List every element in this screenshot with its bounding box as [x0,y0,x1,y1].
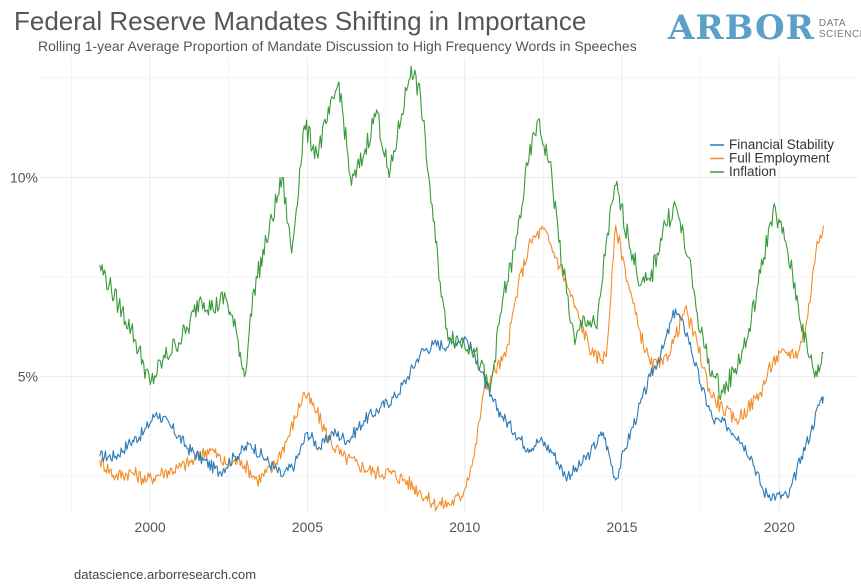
series-line-full-employment [99,224,824,512]
x-tick-label: 2020 [764,519,795,535]
grid-lines [40,58,858,512]
x-tick-label: 2010 [449,519,480,535]
axis-tick-labels: 2000 2005 2010 2015 2020 5% 10% [10,169,795,535]
logo-line-2: SCIENCE [818,29,861,40]
logo-wordmark: ARBOR [668,8,815,48]
legend-label: Inflation [729,164,776,179]
series-lines [99,65,824,512]
x-tick-label: 2000 [135,519,166,535]
y-tick-label: 5% [18,369,38,385]
source-footer: datascience.arborresearch.com [74,567,257,582]
logo-subtext: DATASCIENCE [819,18,861,40]
series-line-inflation [99,65,824,401]
logo-line-1: DATA [818,18,847,29]
y-tick-label: 10% [10,169,38,185]
chart-subtitle: Rolling 1-year Average Proportion of Man… [38,38,637,54]
legend-label: Financial Stability [729,137,834,152]
legend-label: Full Employment [729,151,830,166]
line-chart: 2000 2005 2010 2015 2020 5% 10% Financial Stab… [10,58,858,535]
arbor-logo: ARBORDATASCIENCE [668,8,861,52]
x-tick-label: 2015 [606,519,637,535]
series-line-financial-stability [99,308,824,501]
x-tick-label: 2005 [292,519,323,535]
chart-title: Federal Reserve Mandates Shifting in Imp… [14,6,587,36]
